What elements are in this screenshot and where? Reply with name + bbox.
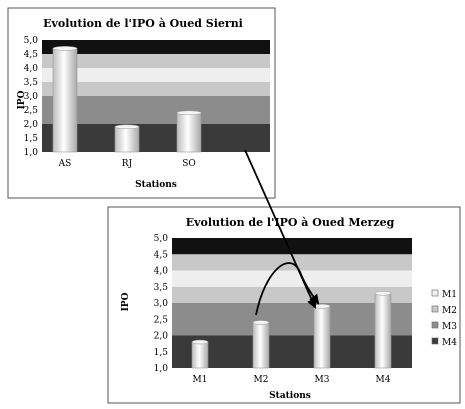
y-tick-label: 4,5: [154, 250, 169, 260]
chart-title: Evolution de l'IPO à Oued Merzeg: [186, 216, 395, 229]
legend-swatch: [431, 337, 439, 345]
bar-SO: [176, 112, 202, 153]
x-tick-labels: M1 M2 M3 M4: [193, 375, 391, 385]
y-tick-label: 2,0: [24, 120, 39, 130]
legend: M1 M2 M3 M4: [431, 289, 457, 348]
y-tick-label: 1,0: [24, 148, 39, 158]
bar-cap: [313, 304, 331, 309]
ipo-band: [42, 54, 270, 68]
y-tick-labels: 1,0 1,5 2,0 2,5 3,0 3,5 4,0 4,5 5,0: [154, 234, 169, 374]
bars: [191, 291, 392, 369]
bar-M4: [374, 292, 392, 369]
x-axis-label: Stations: [135, 180, 177, 190]
y-tick-label: 3,5: [24, 78, 39, 88]
bar-M3: [313, 305, 331, 369]
y-axis-label: IPO: [121, 292, 131, 311]
y-tick-label: 4,0: [154, 267, 169, 277]
ipo-band: [42, 82, 270, 96]
ipo-band: [42, 96, 270, 124]
ipo-band: [172, 286, 412, 303]
ipo-band: [172, 254, 412, 271]
y-tick-label: 3,0: [24, 92, 39, 102]
ipo-band: [42, 68, 270, 82]
x-tick-label: SO: [182, 159, 196, 169]
bars: [52, 46, 202, 153]
bar-M2: [252, 322, 270, 369]
x-tick-label: RJ: [122, 159, 133, 169]
chart-oued-merzeg: Evolution de l'IPO à Oued Merzeg 1,0 1,5 2…: [107, 206, 461, 404]
bar-AS: [52, 48, 78, 153]
ipo-band: [42, 40, 270, 54]
y-tick-label: 4,0: [24, 64, 39, 74]
y-tick-label: 1,5: [154, 348, 169, 358]
ipo-band: [42, 124, 270, 152]
y-tick-label: 4,5: [24, 50, 39, 60]
ipo-band: [172, 303, 412, 336]
y-axis-label: IPO: [17, 90, 27, 109]
legend-swatch: [431, 305, 439, 313]
x-tick-labels: AS RJ SO: [58, 159, 196, 169]
curved-arrow: [255, 262, 320, 316]
legend-label: M2: [442, 306, 457, 316]
x-tick-label: M1: [193, 375, 208, 385]
ipo-band: [172, 238, 412, 255]
x-tick-label: AS: [58, 159, 72, 169]
y-tick-label: 2,5: [24, 106, 39, 116]
ipo-band: [172, 335, 412, 368]
x-tick-label: M3: [315, 375, 330, 385]
bar-cap: [114, 124, 140, 130]
y-tick-label: 1,5: [24, 134, 39, 144]
y-tick-label: 2,5: [154, 315, 169, 325]
bar-cap: [252, 320, 270, 325]
ipo-bands: [172, 238, 412, 368]
legend-label: M3: [442, 322, 457, 332]
y-tick-label: 5,0: [24, 36, 39, 46]
ipo-bands: [42, 40, 270, 152]
legend-swatch: [431, 289, 439, 297]
y-tick-label: 3,0: [154, 299, 169, 309]
x-tick-label: M4: [376, 375, 391, 385]
chart-oued-sierni: Evolution de l'IPO à Oued Sierni 1,0 1,5 2…: [7, 7, 276, 199]
bar-RJ: [114, 126, 140, 153]
bar-cap: [52, 46, 78, 51]
y-tick-label: 2,0: [154, 332, 169, 342]
legend-label: M4: [442, 338, 457, 348]
x-axis-label: Stations: [269, 391, 311, 401]
legend-swatch: [431, 321, 439, 329]
bar-cap: [374, 291, 392, 296]
bar-M1: [191, 341, 209, 369]
chart-title: Evolution de l'IPO à Oued Sierni: [43, 17, 243, 30]
y-tick-label: 3,5: [154, 283, 169, 293]
y-tick-label: 1,0: [154, 364, 169, 374]
legend-label: M1: [442, 290, 457, 300]
y-tick-label: 5,0: [154, 234, 169, 244]
x-tick-label: M2: [254, 375, 269, 385]
y-tick-labels: 1,0 1,5 2,0 2,5 3,0 3,5 4,0 4,5 5,0: [24, 36, 39, 158]
bar-cap: [191, 339, 209, 345]
ipo-band: [172, 270, 412, 287]
bar-cap: [176, 110, 202, 116]
